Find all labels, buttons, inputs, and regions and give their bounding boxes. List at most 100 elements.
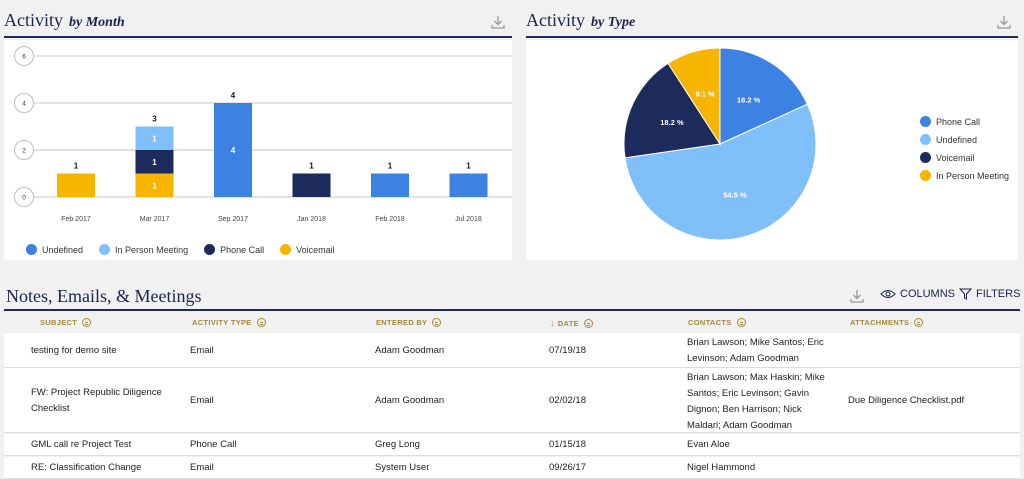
pie-slice[interactable] (624, 103, 817, 241)
bar-segment[interactable] (135, 126, 174, 151)
y-tick-label: 6 (22, 54, 26, 61)
bar-segment[interactable] (135, 150, 174, 174)
segment-value-label: 1 (152, 158, 157, 167)
col-header-attachments[interactable]: ATTACHMENTS (850, 318, 924, 327)
col-header-entered-by[interactable]: ENTERED BY (376, 318, 442, 327)
filters-button[interactable]: FILTERS (959, 288, 1020, 300)
y-tick-label: 2 (22, 148, 26, 155)
legend-swatch (920, 116, 931, 127)
download-icon[interactable] (490, 14, 506, 30)
columns-button[interactable]: COLUMNS (880, 288, 955, 300)
col-header-label: ATTACHMENTS (850, 318, 910, 327)
legend-swatch (280, 244, 292, 255)
slice-value-label: 18.2 % (660, 118, 684, 127)
cell-line: System User (375, 462, 430, 473)
table-row[interactable]: GML call re Project Test Phone Call Greg L… (4, 434, 1020, 456)
sort-arrow-icon: ↓ (550, 318, 555, 328)
bar-total-label: 1 (74, 162, 79, 171)
cell-line: Maldari; Adam Goodman (687, 420, 793, 431)
bar-total-label: 1 (309, 162, 314, 171)
bar-total-label: 1 (466, 162, 471, 171)
cell-line: Adam Goodman (375, 394, 445, 406)
cell-line: Nigel Hammond (687, 462, 756, 473)
cell-line: Adam Goodman (375, 344, 445, 356)
cell-line: 02/02/18 (549, 394, 586, 406)
col-header-contacts[interactable]: CONTACTS (688, 318, 746, 327)
cell-line: Email (190, 394, 214, 406)
pie-slice[interactable] (719, 47, 809, 145)
x-tick-label: Jan 2018 (297, 216, 326, 223)
x-tick-label: Sep 2017 (218, 216, 248, 223)
cell-entered-by: Greg Long (375, 437, 420, 453)
y-tick-bubble (14, 93, 34, 113)
cell-type: Email (190, 343, 214, 359)
cell-line: GML call re Project Test (31, 439, 132, 450)
cell-line: 09/26/17 (549, 462, 586, 473)
bar-segment[interactable] (371, 173, 409, 198)
column-menu-icon[interactable] (256, 318, 266, 327)
cell-date: 09/26/17 (549, 460, 586, 476)
activity-type-title-text: Activity (526, 10, 585, 30)
legend-item[interactable]: Undefined (26, 244, 83, 255)
y-tick-label: 4 (22, 101, 26, 108)
cell-entered-by: Adam Goodman (375, 343, 444, 359)
y-tick-bubble (14, 46, 34, 66)
legend-item[interactable]: Undefined (920, 134, 1009, 145)
col-header-label: ENTERED BY (376, 318, 428, 327)
cell-line: Evan Aloe (687, 439, 730, 450)
bar-total-label: 3 (152, 115, 157, 124)
cell-contacts: Brian Lawson; Mike Santos; Eric Levinson;… (687, 335, 824, 367)
bar-segment[interactable] (135, 173, 174, 198)
legend-label: Undefined (936, 134, 978, 145)
bar-segment[interactable] (449, 173, 488, 198)
download-icon[interactable] (849, 288, 865, 304)
activity-month-title-text: Activity (4, 10, 63, 30)
cell-line: 07/19/18 (549, 344, 586, 356)
legend-item[interactable]: In Person Meeting (99, 244, 188, 255)
legend-item[interactable]: Phone Call (920, 116, 1009, 127)
legend-swatch (26, 244, 37, 255)
legend-label: Phone Call (220, 244, 265, 255)
column-menu-icon[interactable] (82, 318, 92, 327)
legend-item[interactable]: Voicemail (920, 152, 1009, 163)
notes-title: Notes, Emails, & Meetings (6, 286, 202, 306)
bar-segment[interactable] (292, 173, 331, 198)
col-header-date[interactable]: ↓ DATE (550, 318, 593, 328)
column-menu-icon[interactable] (914, 318, 924, 327)
filter-icon (959, 288, 972, 300)
download-icon[interactable] (996, 14, 1012, 30)
legend-swatch (920, 134, 931, 145)
table-header: SUBJECT ACTIVITY TYPE ENTERED BY ↓ DATE C… (4, 312, 1020, 332)
cell-line: Due Diligence Checklist.pdf (848, 394, 965, 406)
column-menu-icon[interactable] (432, 318, 442, 327)
cell-type: Email (190, 393, 214, 409)
cell-attachments[interactable]: Due Diligence Checklist.pdf (848, 393, 964, 409)
activity-type-subtitle: by Type (591, 15, 636, 30)
legend-item[interactable]: Voicemail (280, 244, 335, 255)
y-tick-label: 0 (22, 195, 26, 202)
segment-value-label: 1 (152, 181, 157, 190)
cell-line: 01/15/18 (549, 439, 586, 450)
legend-item[interactable]: Phone Call (204, 244, 264, 255)
legend-label: Undefined (42, 244, 84, 255)
table-row[interactable]: testing for demo site Email Adam Goodman 07… (4, 333, 1020, 368)
slice-value-label: 9.1 % (696, 89, 716, 98)
pie-slice[interactable] (623, 62, 721, 159)
cell-type: Email (190, 460, 214, 476)
x-tick-label: Feb 2018 (375, 216, 405, 223)
table-row[interactable]: RE: Classification Change Email System Use… (4, 457, 1020, 479)
col-header-activity-type[interactable]: ACTIVITY TYPE (192, 318, 266, 327)
slice-value-label: 54.5 % (723, 191, 747, 200)
column-menu-icon[interactable] (583, 318, 593, 328)
bar-segment[interactable] (57, 173, 95, 198)
table-row[interactable]: FW: Project Republic Diligence Checklist E… (4, 368, 1020, 433)
bar-segment[interactable] (214, 103, 252, 197)
cell-line: Email (190, 462, 214, 473)
column-menu-icon[interactable] (736, 318, 746, 327)
col-header-subject[interactable]: SUBJECT (40, 318, 92, 327)
pie-slice[interactable] (667, 47, 721, 146)
legend-label: Phone Call (936, 116, 981, 127)
legend-item[interactable]: In Person Meeting (920, 170, 1009, 181)
cell-type: Phone Call (190, 437, 236, 453)
cell-date: 02/02/18 (549, 393, 586, 409)
